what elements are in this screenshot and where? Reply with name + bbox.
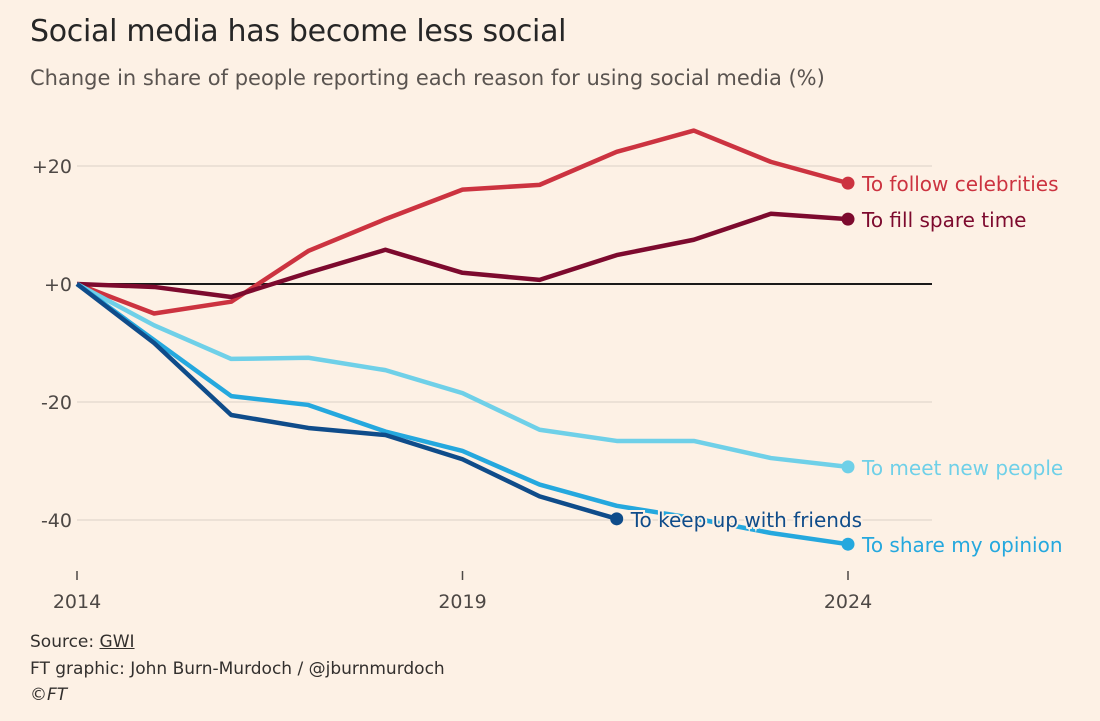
y-tick-label: -40 [41,510,72,532]
source-prefix: Source: [30,632,100,652]
series-label-to-fill-spare-time: To fill spare time [861,208,1026,232]
source-link[interactable]: GWI [99,632,135,652]
chart-title: Social media has become less social [30,14,567,49]
series-end-marker-to-follow-celebrities [841,176,855,190]
credit-line: FT graphic: John Burn-Murdoch / @jburnmu… [30,659,445,679]
source-line: Source: GWI [30,632,135,652]
series-end-marker-to-fill-spare-time [841,212,855,226]
copyright: ©FT [30,685,68,705]
series-label-to-keep-up-with-friends: To keep up with friends [630,508,862,532]
y-tick-label: -20 [41,392,72,414]
chart-subtitle: Change in share of people reporting each… [30,66,825,90]
series-line-to-share-my-opinion [75,282,849,547]
series-end-marker-to-keep-up-with-friends [610,512,624,526]
series-label-to-share-my-opinion: To share my opinion [861,533,1063,557]
x-tick-label: 2019 [438,591,486,613]
series-line-to-fill-spare-time [76,211,849,300]
series-line-to-keep-up-with-friends [75,282,618,521]
y-tick-label: +20 [32,156,72,178]
series-end-marker-to-meet-new-people [841,460,855,474]
series-line-to-meet-new-people [75,282,849,470]
y-tick-label: +0 [44,274,72,296]
series-label-to-meet-new-people: To meet new people [861,456,1063,480]
series-label-to-follow-celebrities: To follow celebrities [861,172,1059,196]
series-line-to-follow-celebrities [76,128,849,316]
x-tick-label: 2014 [53,591,101,613]
series-end-marker-to-share-my-opinion [841,537,855,551]
x-tick-label: 2024 [824,591,872,613]
